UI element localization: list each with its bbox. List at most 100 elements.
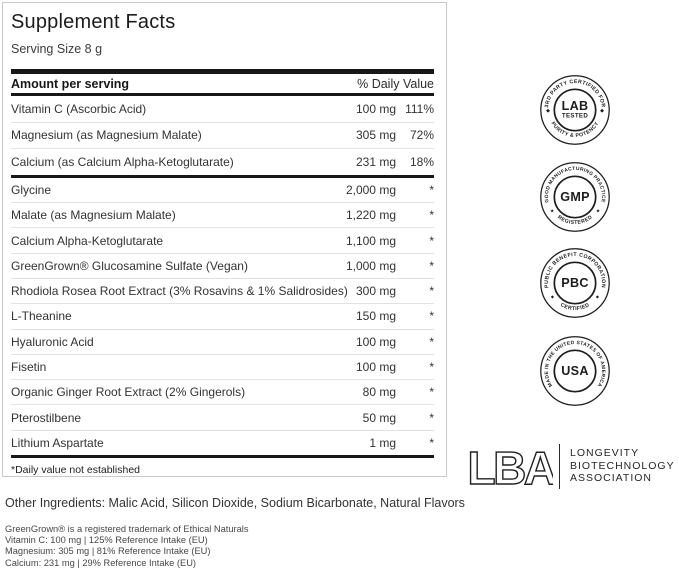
svg-text:LAB: LAB xyxy=(562,99,589,113)
daily-value-rows: Vitamin C (Ascorbic Acid) 100 mg 111% Ma… xyxy=(11,96,434,175)
table-row: Malate (as Magnesium Malate) 1,220 mg * xyxy=(11,203,434,229)
ingredient-daily-value: 18% xyxy=(409,154,434,169)
table-row: Fisetin 100 mg * xyxy=(11,355,434,381)
lba-monogram-icon: LBA xyxy=(469,442,553,490)
svg-text:REGISTERED: REGISTERED xyxy=(556,214,594,226)
svg-text:USA: USA xyxy=(561,364,588,378)
table-row: Magnesium (as Magnesium Malate) 305 mg 7… xyxy=(11,123,434,150)
ingredient-name: Hyaluronic Acid xyxy=(11,334,94,349)
ingredient-name: Vitamin C (Ascorbic Acid) xyxy=(11,101,147,116)
other-ingredients: Other Ingredients: Malic Acid, Silicon D… xyxy=(5,496,465,510)
ingredient-daily-value: * xyxy=(429,233,434,248)
table-row: Hyaluronic Acid 100 mg * xyxy=(11,330,434,355)
supplement-facts-panel: Supplement Facts Serving Size 8 g Amount… xyxy=(2,2,447,477)
table-row: Rhodiola Rosea Root Extract (3% Rosavins… xyxy=(11,279,434,305)
ingredient-name: Calcium Alpha-Ketoglutarate xyxy=(11,233,164,248)
table-row: L-Theanine 150 mg * xyxy=(11,304,434,330)
svg-text:GMP: GMP xyxy=(560,190,590,204)
ingredient-amount: 1,220 mg xyxy=(345,208,396,223)
serving-size: Serving Size 8 g xyxy=(11,42,103,56)
fine-print-line: GreenGrown® is a registered trademark of… xyxy=(5,524,249,534)
star-separator-icon: ★ xyxy=(550,208,555,214)
table-row: Lithium Aspartate 1 mg * xyxy=(11,431,434,455)
ingredient-name: GreenGrown® Glucosamine Sulfate (Vegan) xyxy=(11,258,248,273)
ingredient-daily-value: * xyxy=(429,284,434,299)
ingredient-name: Pterostilbene xyxy=(11,410,82,425)
gmp-registered-seal-icon: GOOD MANUFACTURING PRACTICE REGISTERED ★… xyxy=(539,161,611,233)
logo-wordmark: LONGEVITY BIOTECHNOLOGY ASSOCIATION xyxy=(570,447,675,485)
ingredient-amount: 300 mg xyxy=(355,284,396,299)
ingredient-daily-value: * xyxy=(429,258,434,273)
logo-divider xyxy=(559,443,560,489)
pbc-certified-seal-icon: PUBLIC BENEFIT CORPORATION CERTIFIED ◆ ◆… xyxy=(539,247,611,319)
thick-divider xyxy=(11,93,434,96)
diamond-separator-icon: ◆ xyxy=(551,294,555,299)
ingredient-name: Rhodiola Rosea Root Extract (3% Rosavins… xyxy=(11,284,348,299)
ingredient-amount: 1,100 mg xyxy=(345,233,396,248)
header-amount-per-serving: Amount per serving xyxy=(11,76,130,91)
ingredient-daily-value: * xyxy=(429,208,434,223)
ingredient-amount: 1 mg xyxy=(369,435,396,450)
lba-logo: LBA LONGEVITY BIOTECHNOLOGY ASSOCIATION xyxy=(469,442,675,490)
ingredient-daily-value: 111% xyxy=(405,101,434,116)
ingredient-amount: 150 mg xyxy=(355,309,396,324)
ingredient-amount: 305 mg xyxy=(355,128,396,143)
svg-text:TESTED: TESTED xyxy=(562,113,588,120)
ingredient-name: Malate (as Magnesium Malate) xyxy=(11,208,176,223)
ingredient-amount: 1,000 mg xyxy=(345,258,396,273)
ingredient-daily-value: * xyxy=(429,360,434,374)
table-row: Vitamin C (Ascorbic Acid) 100 mg 111% xyxy=(11,96,434,123)
ingredient-amount: 100 mg xyxy=(355,360,396,374)
ingredient-amount: 231 mg xyxy=(355,154,396,169)
svg-text:LBA: LBA xyxy=(469,442,553,490)
header-daily-value: % Daily Value xyxy=(357,76,434,91)
diamond-separator-icon: ◆ xyxy=(600,108,604,114)
thick-divider xyxy=(11,69,434,74)
ingredient-name: Fisetin xyxy=(11,360,47,374)
thick-divider xyxy=(11,455,434,459)
ingredient-daily-value: * xyxy=(429,309,434,324)
ingredient-name: Calcium (as Calcium Alpha-Ketoglutarate) xyxy=(11,154,234,169)
table-row: Pterostilbene 50 mg * xyxy=(11,405,434,431)
table-header: Amount per serving % Daily Value xyxy=(11,74,434,93)
svg-text:PBC: PBC xyxy=(561,276,588,290)
table-row: Glycine 2,000 mg * xyxy=(11,178,434,204)
ingredient-amount: 100 mg xyxy=(355,101,396,116)
ingredient-amount: 100 mg xyxy=(355,334,396,349)
ingredient-amount: 2,000 mg xyxy=(345,182,396,197)
ingredient-name: Organic Ginger Root Extract (2% Gingerol… xyxy=(11,385,246,400)
ingredient-daily-value: * xyxy=(429,182,434,197)
ingredient-daily-value: * xyxy=(429,334,434,349)
ingredient-name: Lithium Aspartate xyxy=(11,435,104,450)
fine-print: GreenGrown® is a registered trademark of… xyxy=(5,524,249,569)
no-daily-value-rows: Glycine 2,000 mg * Malate (as Magnesium … xyxy=(11,178,434,455)
ingredient-name: L-Theanine xyxy=(11,309,72,324)
ingredient-daily-value: * xyxy=(429,410,434,425)
daily-value-footnote: *Daily value not established xyxy=(11,464,140,477)
made-in-usa-seal-icon: MADE IN THE UNITED STATES OF AMERICA USA xyxy=(539,335,611,407)
diamond-separator-icon: ◆ xyxy=(596,294,600,299)
logo-line: LONGEVITY xyxy=(570,447,640,460)
table-row: Calcium (as Calcium Alpha-Ketoglutarate)… xyxy=(11,149,434,175)
ingredient-name: Magnesium (as Magnesium Malate) xyxy=(11,128,202,143)
svg-text:CERTIFIED: CERTIFIED xyxy=(559,302,591,312)
fine-print-line: Magnesium: 305 mg | 81% Reference Intake… xyxy=(5,546,211,557)
logo-line: BIOTECHNOLOGY xyxy=(570,459,675,472)
thick-divider xyxy=(11,174,434,178)
fine-print-line: Vitamin C: 100 mg | 125% Reference Intak… xyxy=(5,535,208,546)
fine-print-line: Calcium: 231 mg | 29% Reference Intake (… xyxy=(5,557,197,568)
ingredient-daily-value: 72% xyxy=(409,128,434,143)
lab-tested-seal-icon: 3RD PARTY CERTIFIED FOR PURITY & POTENCY… xyxy=(539,74,611,146)
ingredient-amount: 80 mg xyxy=(362,385,396,400)
logo-line: ASSOCIATION xyxy=(570,472,652,485)
ingredient-name: Glycine xyxy=(11,182,52,197)
star-separator-icon: ★ xyxy=(596,208,601,214)
diamond-separator-icon: ◆ xyxy=(546,108,550,114)
panel-title: Supplement Facts xyxy=(11,11,176,33)
table-row: Organic Ginger Root Extract (2% Gingerol… xyxy=(11,380,434,406)
table-row: Calcium Alpha-Ketoglutarate 1,100 mg * xyxy=(11,228,434,254)
table-row: GreenGrown® Glucosamine Sulfate (Vegan) … xyxy=(11,254,434,279)
ingredient-amount: 50 mg xyxy=(362,410,396,425)
ingredient-daily-value: * xyxy=(429,435,434,450)
ingredient-daily-value: * xyxy=(429,385,434,400)
